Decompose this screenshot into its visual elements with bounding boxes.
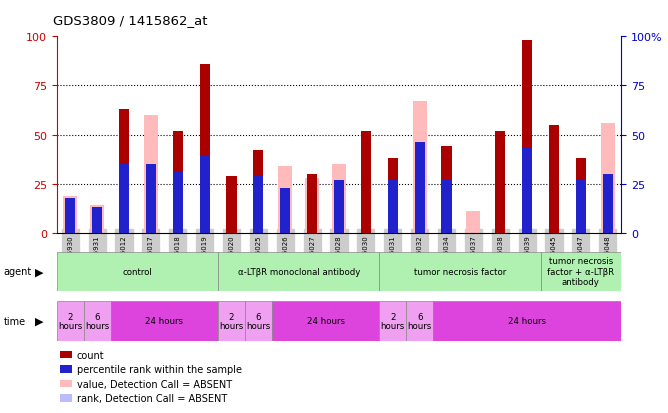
Text: 24 hours: 24 hours	[508, 317, 546, 325]
Bar	[549, 126, 559, 233]
Text: tumor necrosis factor: tumor necrosis factor	[414, 267, 506, 276]
Bar	[279, 166, 292, 233]
Bar	[172, 131, 183, 233]
Bar	[144, 116, 158, 233]
Bar	[387, 159, 398, 233]
Bar	[442, 147, 452, 233]
Bar	[57, 252, 218, 291]
Bar	[379, 252, 540, 291]
Text: value, Detection Call = ABSENT: value, Detection Call = ABSENT	[77, 379, 232, 389]
Bar	[146, 165, 156, 233]
Bar	[415, 143, 425, 233]
Bar	[218, 252, 379, 291]
Bar	[256, 183, 261, 233]
Bar	[172, 173, 183, 233]
Text: 6
hours: 6 hours	[85, 312, 110, 330]
Bar	[218, 301, 245, 341]
Bar	[200, 64, 210, 233]
Bar	[442, 180, 452, 233]
Text: 2
hours: 2 hours	[381, 312, 405, 330]
Bar	[522, 149, 532, 233]
Text: control: control	[122, 267, 152, 276]
Text: 6
hours: 6 hours	[407, 312, 432, 330]
Text: 24 hours: 24 hours	[146, 317, 183, 325]
Text: 2
hours: 2 hours	[219, 312, 244, 330]
Bar	[90, 206, 104, 233]
Bar	[387, 180, 398, 233]
Bar	[379, 301, 406, 341]
Bar	[603, 174, 613, 233]
Bar	[522, 41, 532, 233]
Bar	[63, 196, 77, 233]
Bar	[433, 301, 621, 341]
Bar	[65, 198, 75, 233]
Text: count: count	[77, 350, 104, 360]
Bar	[601, 123, 615, 233]
Bar	[110, 301, 218, 341]
Bar	[406, 301, 433, 341]
Text: tumor necrosis
factor + α-LTβR
antibody: tumor necrosis factor + α-LTβR antibody	[547, 257, 615, 286]
Bar	[576, 180, 586, 233]
Bar	[253, 151, 263, 233]
Bar	[540, 252, 621, 291]
Bar	[92, 208, 102, 233]
Bar	[305, 178, 319, 233]
Bar	[119, 165, 129, 233]
Text: time: time	[3, 316, 25, 326]
Bar	[280, 188, 291, 233]
Bar	[57, 301, 84, 341]
Text: ▶: ▶	[35, 316, 43, 326]
Text: GDS3809 / 1415862_at: GDS3809 / 1415862_at	[53, 14, 208, 27]
Bar	[84, 301, 110, 341]
Text: rank, Detection Call = ABSENT: rank, Detection Call = ABSENT	[77, 393, 227, 403]
Bar	[307, 174, 317, 233]
Text: 2
hours: 2 hours	[58, 312, 82, 330]
Bar	[332, 165, 346, 233]
Bar	[576, 159, 586, 233]
Bar	[119, 110, 129, 233]
Bar	[334, 180, 344, 233]
Text: α-LTβR monoclonal antibody: α-LTβR monoclonal antibody	[238, 267, 360, 276]
Bar	[253, 176, 263, 233]
Text: 6
hours: 6 hours	[246, 312, 271, 330]
Bar	[495, 131, 506, 233]
Bar	[466, 212, 480, 233]
Bar	[226, 176, 236, 233]
Text: ▶: ▶	[35, 266, 43, 277]
Bar	[200, 157, 210, 233]
Text: 24 hours: 24 hours	[307, 317, 345, 325]
Bar	[245, 301, 272, 341]
Bar	[361, 131, 371, 233]
Bar	[272, 301, 379, 341]
Text: percentile rank within the sample: percentile rank within the sample	[77, 364, 242, 374]
Text: agent: agent	[3, 266, 31, 277]
Bar	[413, 102, 427, 233]
